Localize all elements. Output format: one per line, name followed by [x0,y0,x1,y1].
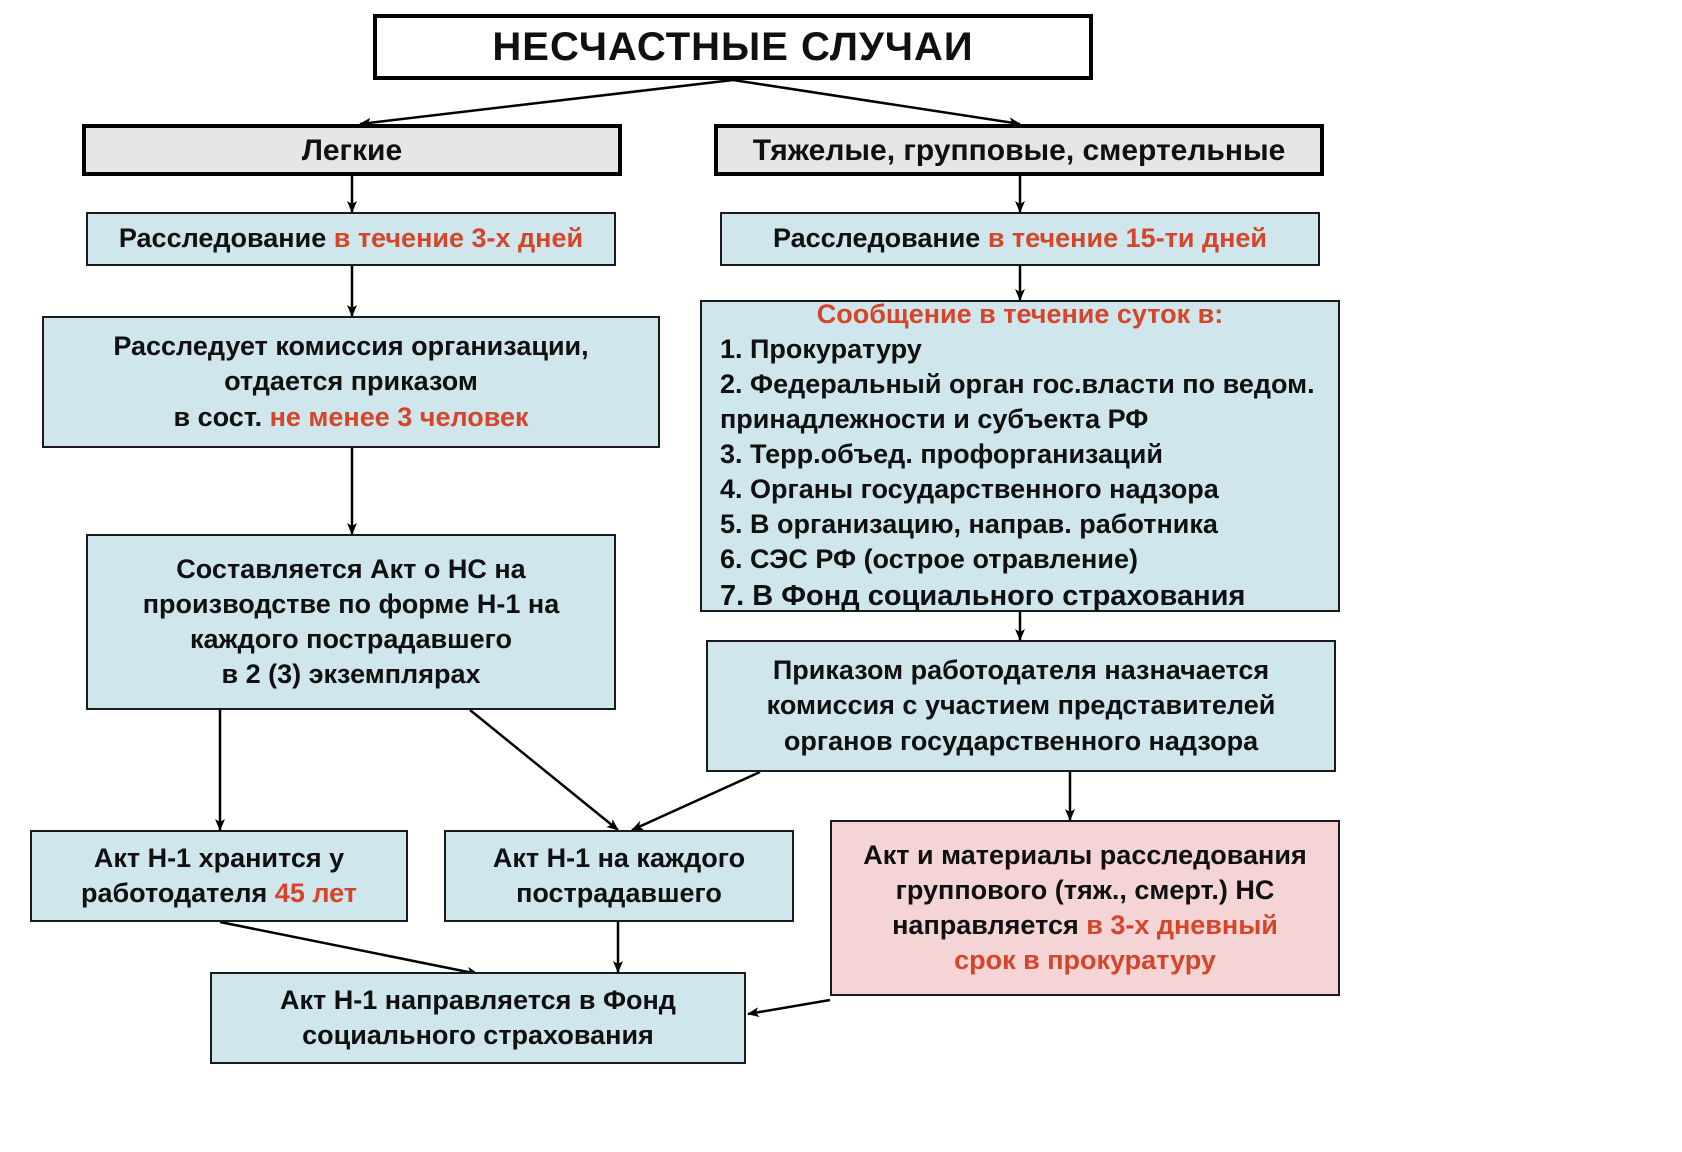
l3-line4: в 2 (3) экземплярах [222,657,481,692]
r1-hl: в течение 15-ти дней [988,223,1267,253]
r4-hl4: срок в прокуратуру [954,943,1216,978]
left-step-1: Расследование в течение 3-х дней [86,212,616,266]
edge [632,772,760,830]
l1-pre: Расследование [119,223,334,253]
header-right: Тяжелые, групповые, смертельные [714,124,1324,176]
left-step-2: Расследует комиссия организации, отдаетс… [42,316,660,448]
right-step-4-pink: Акт и материалы расследования группового… [830,820,1340,996]
right-step-3: Приказом работодателя назначается комисс… [706,640,1336,772]
r2-item: 3. Терр.объед. профорганизаций [720,437,1320,472]
l2-pre: в сост. [173,402,269,432]
r1-pre: Расследование [773,223,988,253]
l1-line1: Расследование в течение 3-х дней [119,221,583,256]
l4a-line1: Акт Н-1 хранится у [94,841,344,876]
r2-item: 6. СЭС РФ (острое отравление) [720,542,1320,577]
l4b-line1: Акт Н-1 на каждого [493,841,745,876]
edge [733,80,1020,124]
header-left-text: Легкие [302,131,402,170]
l5-line2: социального страхования [302,1018,654,1053]
r2-item: 2. Федеральный орган гос.власти по ведом… [720,367,1320,437]
l2-line1: Расследует комиссия организации, [113,329,588,364]
right-step-2-list: Сообщение в течение суток в: 1. Прокурат… [700,300,1340,612]
r4-line3: направляется в 3-х дневный [892,908,1278,943]
edge [360,80,733,124]
left-step-4b: Акт Н-1 на каждого пострадавшего [444,830,794,922]
l4b-line2: пострадавшего [516,876,722,911]
l3-line2: производстве по форме Н-1 на [143,587,560,622]
l2-line2: отдается приказом [224,364,478,399]
header-left: Легкие [82,124,622,176]
title-text: НЕСЧАСТНЫЕ СЛУЧАИ [492,21,973,73]
r2-item: 7. В Фонд социального страхования [720,578,1320,616]
left-step-3: Составляется Акт о НС на производстве по… [86,534,616,710]
r2-title: Сообщение в течение суток в: [720,297,1320,332]
r2-items: 1. Прокуратуру2. Федеральный орган гос.в… [720,332,1320,615]
l4a-line2: работодателя 45 лет [81,876,357,911]
edge [220,922,478,974]
r4-line2: группового (тяж., смерт.) НС [896,873,1275,908]
r3-line1: Приказом работодателя назначается [773,653,1269,688]
l3-line3: каждого пострадавшего [190,622,512,657]
r4-pre: направляется [892,910,1086,940]
r3-line3: органов государственного надзора [784,724,1258,759]
l2-hl: не менее 3 человек [270,402,529,432]
l3-line1: Составляется Акт о НС на [176,552,525,587]
r2-item: 5. В организацию, направ. работника [720,507,1320,542]
r3-line2: комиссия с участием представителей [767,688,1276,723]
left-step-5: Акт Н-1 направляется в Фонд социального … [210,972,746,1064]
l4a-pre: работодателя [81,878,275,908]
r2-item: 4. Органы государственного надзора [720,472,1320,507]
l1-hl: в течение 3-х дней [334,223,583,253]
header-right-text: Тяжелые, групповые, смертельные [753,131,1286,170]
r4-hl3: в 3-х дневный [1086,910,1278,940]
diagram-stage: НЕСЧАСТНЫЕ СЛУЧАИ Легкие Тяжелые, группо… [0,0,1682,1152]
left-step-4a: Акт Н-1 хранится у работодателя 45 лет [30,830,408,922]
right-step-1: Расследование в течение 15-ти дней [720,212,1320,266]
l2-line3: в сост. не менее 3 человек [173,400,528,435]
l4a-hl: 45 лет [275,878,357,908]
r2-item: 1. Прокуратуру [720,332,1320,367]
title-box: НЕСЧАСТНЫЕ СЛУЧАИ [373,14,1093,80]
l5-line1: Акт Н-1 направляется в Фонд [280,983,676,1018]
r4-line1: Акт и материалы расследования [863,838,1306,873]
edge [748,1000,830,1014]
edge [470,710,618,830]
r1-line1: Расследование в течение 15-ти дней [773,221,1267,256]
